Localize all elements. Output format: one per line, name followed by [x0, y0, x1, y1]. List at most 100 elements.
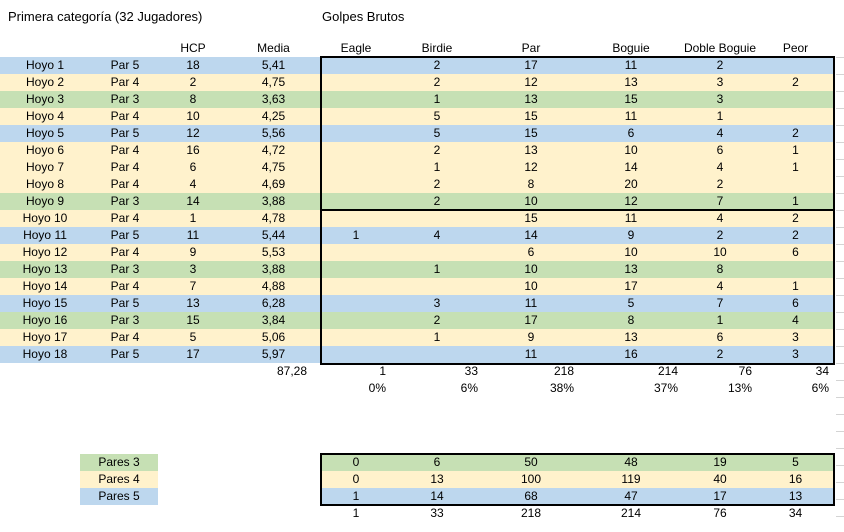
cell-eagle[interactable] — [321, 176, 391, 193]
cell-birdie[interactable]: 2 — [433, 58, 441, 72]
cell-par-label[interactable]: Par 3 — [110, 92, 140, 106]
cell-birdie[interactable]: 5 — [433, 126, 441, 140]
total-boguie[interactable]: 214 — [657, 364, 678, 378]
percent-par[interactable]: 38% — [549, 381, 574, 395]
cell-birdie[interactable]: 1 — [433, 92, 441, 106]
cell-media[interactable]: 5,53 — [261, 245, 286, 259]
cell-doble-boguie[interactable]: 2 — [716, 228, 724, 242]
cell-peor[interactable]: 1 — [792, 194, 799, 208]
cell-par-label[interactable]: Par 5 — [110, 126, 140, 140]
cell-media[interactable]: 3,88 — [261, 262, 286, 276]
cell-par[interactable]: 14 — [524, 228, 538, 242]
cell-media[interactable]: 3,63 — [261, 92, 286, 106]
cell-hcp[interactable]: 13 — [186, 296, 200, 310]
cell-par-label[interactable]: Par 4 — [110, 160, 140, 174]
cell-eagle[interactable] — [321, 142, 391, 159]
total-eagle[interactable]: 1 — [379, 364, 386, 378]
cell-birdie[interactable] — [391, 244, 483, 261]
cell-birdie[interactable]: 2 — [433, 194, 441, 208]
cell-peor[interactable] — [757, 176, 834, 193]
cell-eagle[interactable] — [321, 210, 391, 227]
cell-hcp[interactable]: 7 — [189, 279, 197, 293]
cell-doble-boguie[interactable]: 7 — [716, 194, 724, 208]
cell-media[interactable]: 5,97 — [261, 347, 286, 361]
cell-par-label[interactable]: Par 3 — [110, 194, 140, 208]
cell-hole-name[interactable]: Hoyo 9 — [25, 194, 65, 208]
cell-hcp[interactable]: 4 — [189, 177, 197, 191]
cell-hole-name[interactable]: Hoyo 13 — [22, 262, 68, 276]
cell-birdie[interactable]: 2 — [433, 75, 441, 89]
cell-eagle[interactable] — [321, 57, 391, 74]
cell-par-label[interactable]: Par 5 — [110, 228, 140, 242]
header-peor[interactable]: Peor — [782, 41, 809, 55]
summary-total-doble-boguie[interactable]: 76 — [713, 506, 727, 520]
cell-hcp[interactable]: 18 — [186, 58, 200, 72]
total-media[interactable]: 87,28 — [276, 364, 307, 378]
cell-hcp[interactable]: 6 — [189, 160, 197, 174]
cell-par-label[interactable]: Par 4 — [110, 245, 140, 259]
percent-spacer[interactable] — [0, 380, 321, 397]
header-birdie[interactable]: Birdie — [421, 41, 453, 55]
cell-media[interactable]: 5,44 — [261, 228, 286, 242]
cell-peor[interactable]: 2 — [792, 75, 799, 89]
cell-doble-boguie[interactable]: 1 — [716, 109, 724, 123]
cell-hcp[interactable]: 1 — [189, 211, 197, 225]
cell-birdie[interactable] — [391, 210, 483, 227]
cell-eagle[interactable] — [321, 278, 391, 295]
title-primera-categoria[interactable]: Primera categoría (32 Jugadores) — [8, 9, 203, 24]
percent-birdie[interactable]: 6% — [460, 381, 478, 395]
title-golpes-brutos[interactable]: Golpes Brutos — [322, 9, 405, 24]
cell-peor[interactable] — [757, 261, 834, 278]
summary-total-eagle[interactable]: 1 — [352, 506, 360, 520]
cell-media[interactable]: 3,88 — [261, 194, 286, 208]
summary-boguie[interactable]: 119 — [621, 472, 641, 486]
cell-boguie[interactable]: 5 — [627, 296, 635, 310]
cell-par[interactable]: 6 — [527, 245, 535, 259]
cell-par-label[interactable]: Par 3 — [110, 262, 140, 276]
summary-total-boguie[interactable]: 214 — [620, 506, 642, 520]
cell-doble-boguie[interactable]: 2 — [716, 347, 724, 361]
summary-birdie[interactable]: 6 — [433, 455, 441, 469]
cell-par[interactable]: 12 — [524, 160, 538, 174]
cell-par[interactable]: 9 — [527, 330, 535, 344]
cell-par-label[interactable]: Par 4 — [110, 109, 140, 123]
cell-hole-name[interactable]: Hoyo 11 — [23, 228, 67, 242]
cell-peor[interactable] — [757, 91, 834, 108]
cell-hcp[interactable]: 17 — [186, 347, 200, 361]
summary-doble-boguie[interactable]: 17 — [713, 489, 727, 503]
cell-eagle[interactable] — [321, 193, 391, 210]
cell-peor[interactable]: 2 — [792, 228, 799, 242]
cell-peor[interactable]: 6 — [792, 296, 799, 310]
cell-doble-boguie[interactable]: 3 — [716, 92, 724, 106]
legend-label-pares-5[interactable]: Pares 5 — [98, 489, 140, 503]
cell-birdie[interactable] — [391, 346, 483, 363]
cell-boguie[interactable]: 13 — [624, 262, 638, 276]
summary-total-birdie[interactable]: 33 — [430, 506, 444, 520]
summary-doble-boguie[interactable]: 19 — [713, 455, 727, 469]
cell-par-label[interactable]: Par 4 — [110, 279, 140, 293]
cell-par-label[interactable]: Par 5 — [110, 58, 140, 72]
cell-doble-boguie[interactable]: 4 — [716, 211, 724, 225]
cell-hole-name[interactable]: Hoyo 15 — [22, 296, 68, 310]
cell-media[interactable]: 4,69 — [261, 177, 286, 191]
cell-media[interactable]: 4,25 — [261, 109, 286, 123]
header-par[interactable]: Par — [521, 41, 541, 55]
cell-par[interactable]: 13 — [524, 92, 538, 106]
header-doble-boguie[interactable]: Doble Boguie — [683, 41, 757, 55]
cell-hcp[interactable]: 9 — [189, 245, 197, 259]
cell-doble-boguie[interactable]: 10 — [713, 245, 727, 259]
cell-hole-name[interactable]: Hoyo 8 — [25, 177, 65, 191]
header-media[interactable]: Media — [257, 41, 290, 55]
summary-total-par[interactable]: 218 — [520, 506, 542, 520]
cell-doble-boguie[interactable]: 2 — [716, 177, 724, 191]
cell-hcp[interactable]: 3 — [189, 262, 197, 276]
cell-media[interactable]: 5,56 — [261, 126, 286, 140]
cell-hcp[interactable]: 8 — [189, 92, 197, 106]
cell-par-label[interactable]: Par 4 — [110, 143, 140, 157]
total-birdie[interactable]: 33 — [464, 364, 478, 378]
cell-birdie[interactable]: 1 — [433, 262, 441, 276]
cell-hcp[interactable]: 15 — [186, 313, 200, 327]
cell-boguie[interactable]: 11 — [624, 109, 638, 123]
cell-media[interactable]: 5,41 — [261, 58, 286, 72]
cell-boguie[interactable]: 20 — [624, 177, 638, 191]
